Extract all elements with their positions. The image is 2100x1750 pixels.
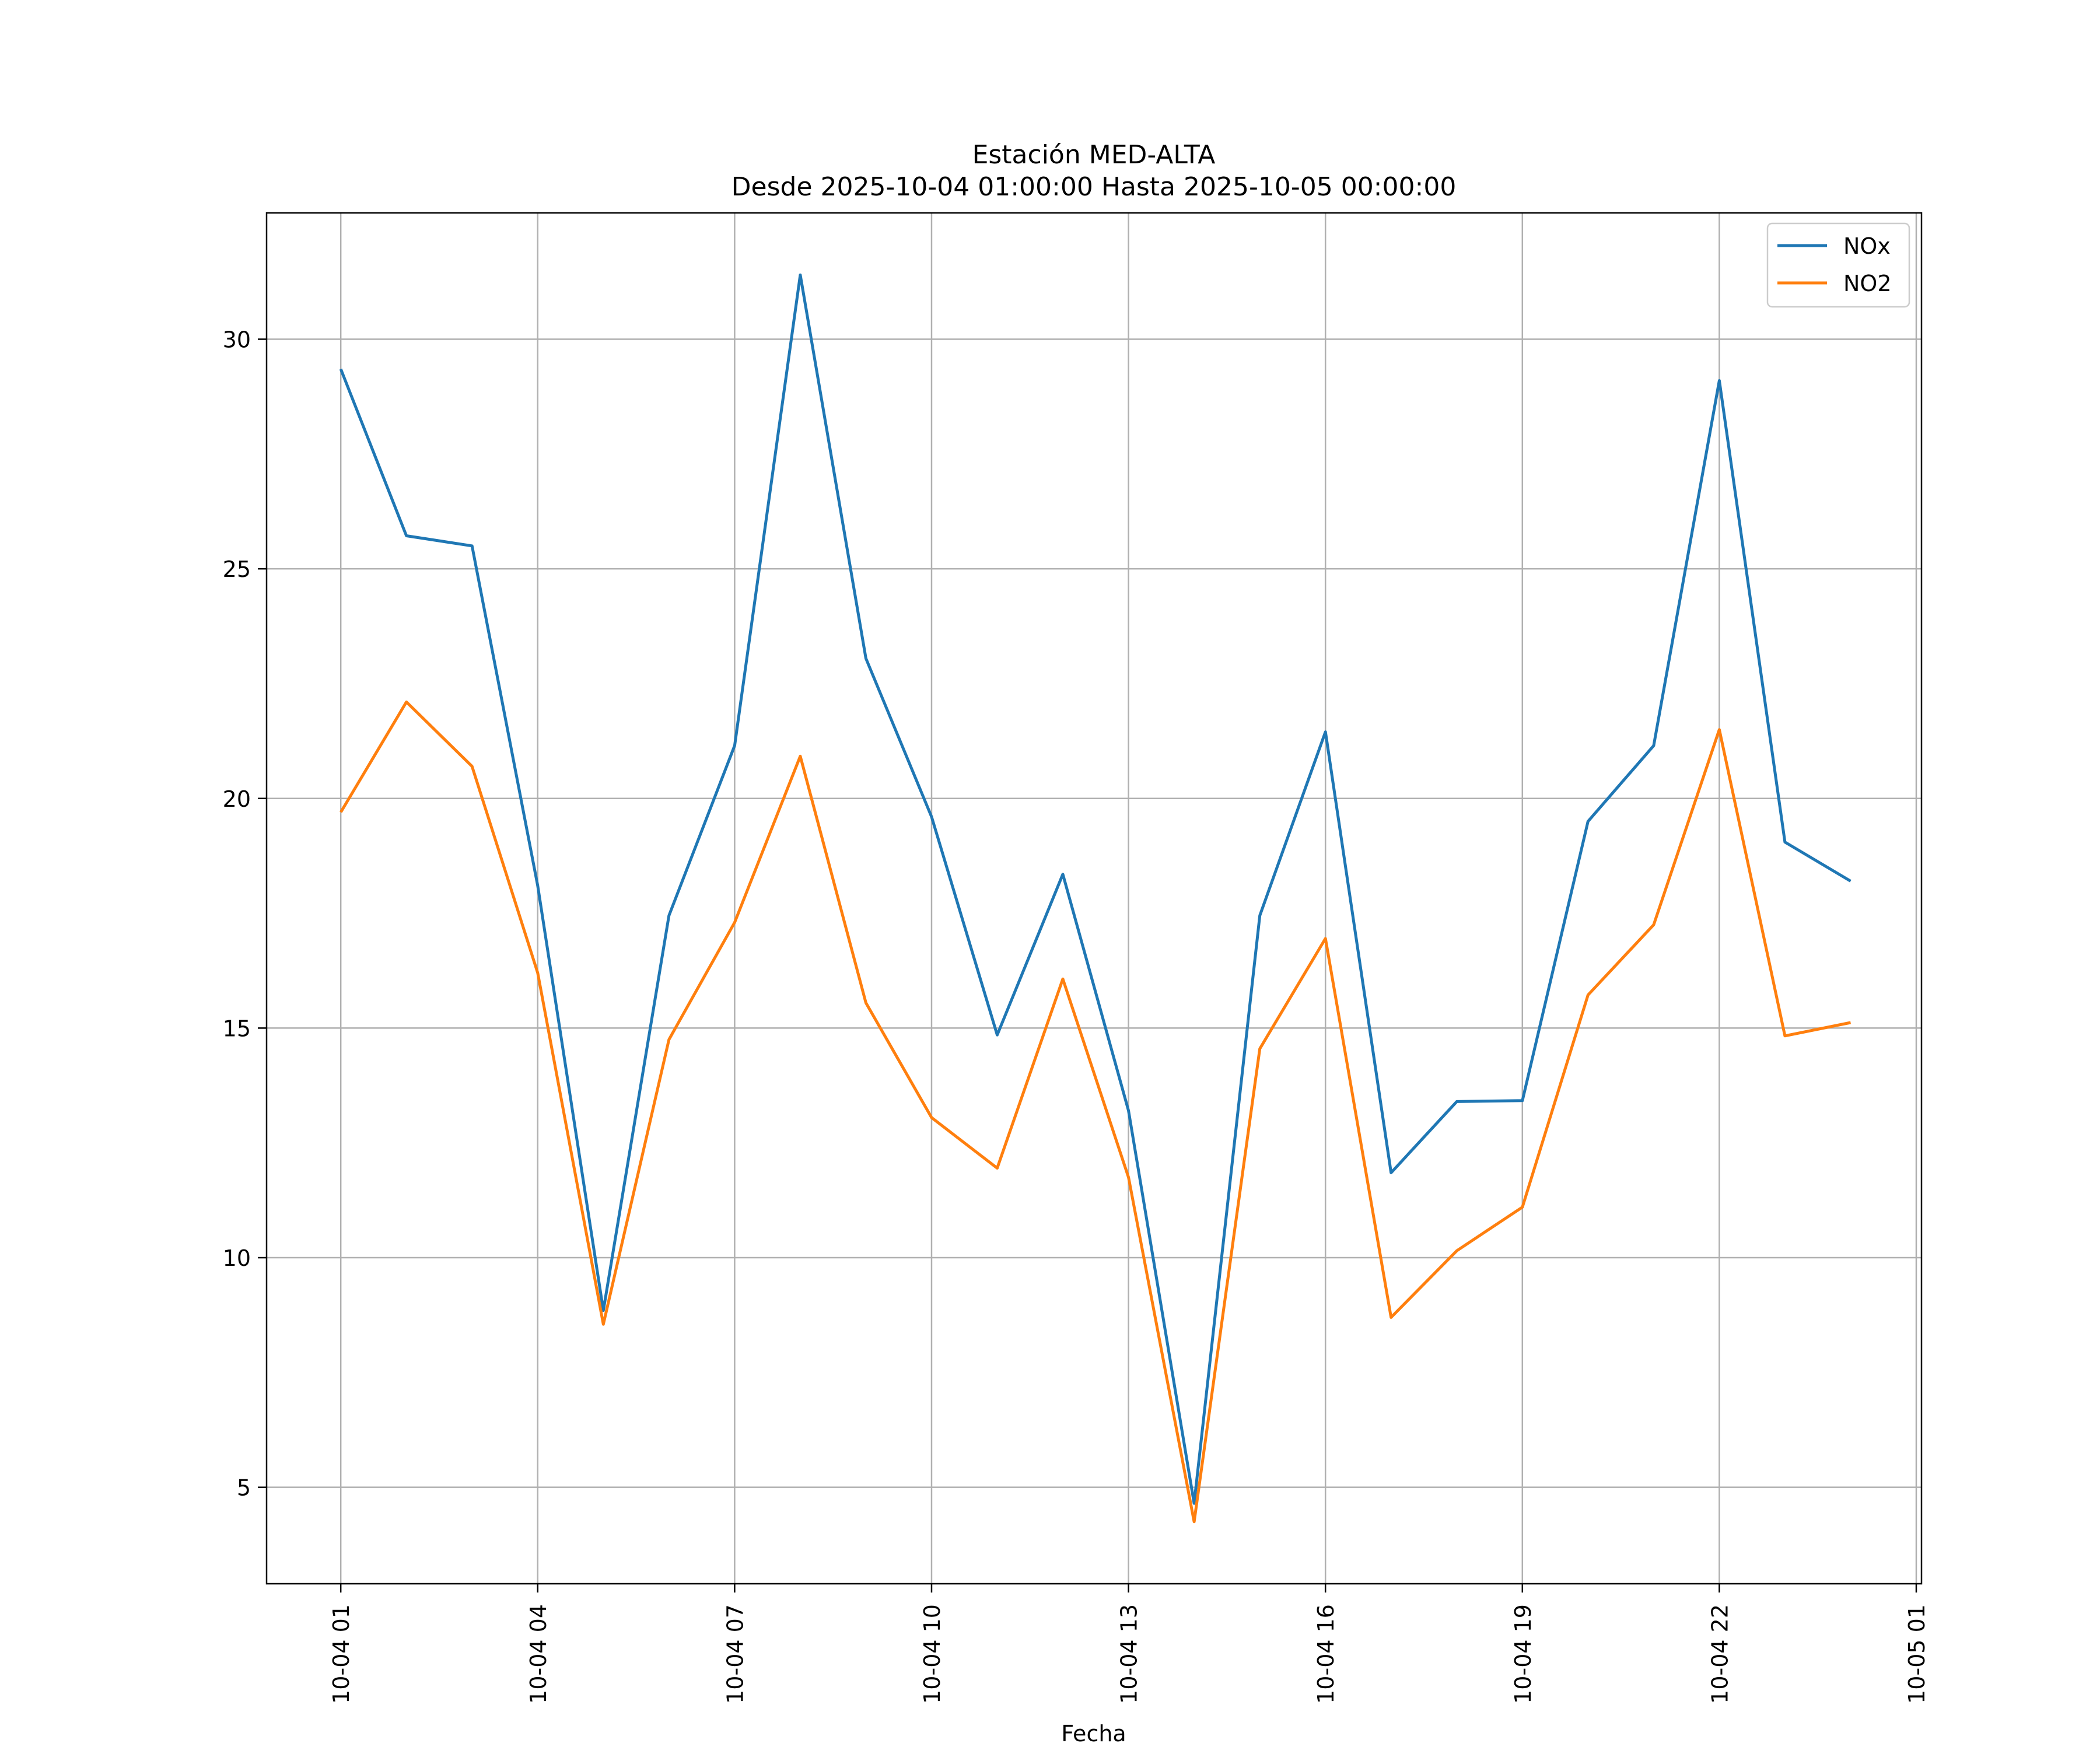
- series-line-no2: [340, 700, 1851, 1524]
- legend-label-no2: NO2: [1843, 271, 1892, 296]
- axis-ticks: 10-04 01 10-04 04 10-04 07 10-04 10 10-04 13…: [223, 327, 1930, 1703]
- y-tick-label: 10: [223, 1245, 251, 1271]
- x-axis-label: Fecha: [1061, 1721, 1126, 1746]
- y-tick-label: 20: [223, 786, 251, 812]
- series-line-nox: [339, 273, 1852, 1505]
- x-tick-label: 10-04 19: [1510, 1604, 1536, 1704]
- x-tick-label: 10-04 01: [328, 1604, 354, 1704]
- x-tick-label: 10-04 04: [526, 1604, 551, 1704]
- x-tick-label: 10-04 16: [1313, 1604, 1339, 1704]
- chart-title-line-2: Desde 2025-10-04 01:00:00 Hasta 2025-10-…: [732, 172, 1457, 202]
- y-tick-label: 30: [223, 327, 251, 352]
- series-lines: [339, 273, 1852, 1524]
- grid: [267, 213, 1922, 1584]
- y-tick-label: 15: [223, 1016, 251, 1041]
- y-tick-label: 25: [223, 556, 251, 582]
- x-tick-label: 10-04 07: [722, 1604, 748, 1704]
- legend: NOx NO2: [1766, 222, 1910, 308]
- x-tick-label: 10-04 10: [919, 1604, 945, 1704]
- x-tick-label: 10-05 01: [1904, 1604, 1930, 1704]
- x-tick-label: 10-04 13: [1116, 1604, 1142, 1704]
- x-tick-label: 10-04 22: [1707, 1604, 1732, 1704]
- plot-area-frame: [265, 212, 1923, 1585]
- y-tick-label: 5: [237, 1475, 251, 1501]
- legend-label-nox: NOx: [1843, 233, 1891, 259]
- chart-title-line-1: Estación MED-ALTA: [972, 140, 1216, 170]
